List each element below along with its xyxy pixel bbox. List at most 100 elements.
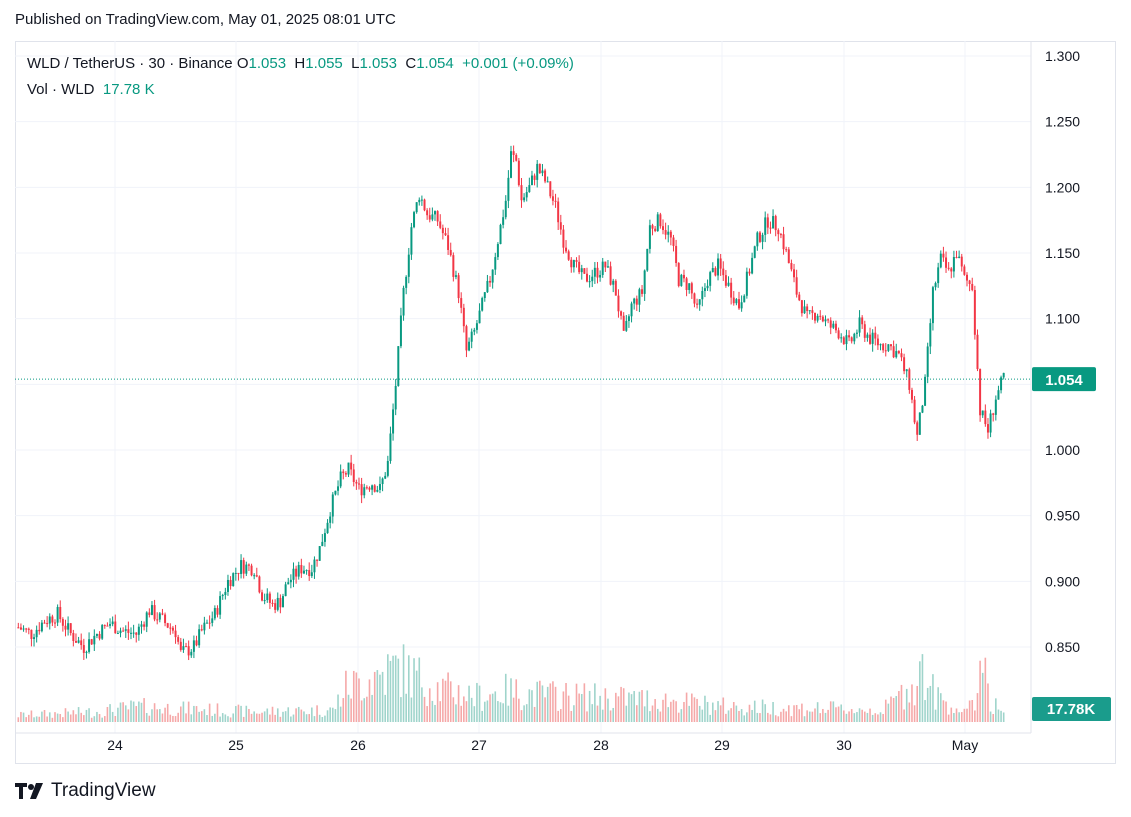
candle-body: [274, 603, 277, 610]
candle-body: [848, 335, 851, 338]
candle-body: [402, 287, 405, 316]
candle-body: [562, 229, 565, 248]
volume-bar: [214, 713, 216, 722]
volume-bar: [90, 717, 93, 722]
candle-body: [106, 625, 109, 627]
volume-bar: [166, 703, 169, 722]
volume-bar: [439, 701, 442, 722]
volume-bar: [971, 699, 974, 722]
candle-body: [620, 311, 623, 316]
candle-body: [308, 570, 311, 577]
candle-body: [572, 260, 575, 268]
candle-body: [926, 346, 929, 377]
volume-bar: [693, 697, 696, 722]
candle-body: [630, 303, 633, 317]
candle-body: [389, 433, 392, 461]
volume-bar: [659, 711, 662, 722]
candle-body: [130, 632, 132, 634]
candle-body: [882, 344, 885, 351]
volume-bar: [835, 707, 837, 722]
volume-bar: [730, 708, 732, 722]
candle-body: [428, 215, 431, 220]
y-tick-label: 1.250: [1045, 114, 1080, 130]
candle-body: [295, 568, 298, 577]
volume-bar: [106, 706, 109, 722]
volume-bar: [195, 706, 198, 722]
volume-bar: [303, 711, 305, 722]
candle-body: [554, 200, 557, 202]
last-price-badge-text: 1.054: [1045, 372, 1083, 389]
candle-body: [761, 234, 764, 242]
volume-bar: [276, 708, 279, 722]
volume-bar: [305, 714, 308, 722]
volume-bar: [518, 698, 520, 722]
volume-bar: [756, 712, 759, 722]
candle-body: [371, 485, 374, 490]
volume-bar: [507, 705, 510, 722]
tradingview-footer[interactable]: TradingView: [15, 780, 156, 802]
candle-body: [423, 199, 426, 211]
candle-body: [95, 633, 98, 636]
volume-bar: [368, 679, 371, 722]
candle-body: [963, 266, 966, 275]
candle-body: [625, 320, 628, 331]
candle-body: [968, 280, 971, 284]
candle-body: [103, 625, 106, 627]
volume-bar: [732, 702, 735, 722]
candle-body: [462, 307, 465, 327]
candle-body: [929, 323, 932, 347]
volume-bar: [77, 707, 80, 722]
candle-body: [546, 181, 549, 183]
candle-body: [452, 255, 455, 277]
volume-bar: [447, 672, 449, 722]
volume-bar: [38, 716, 41, 722]
volume-bar: [670, 701, 672, 722]
volume-bar: [483, 701, 486, 722]
volume-bar: [837, 706, 840, 722]
volume-bar: [140, 702, 143, 722]
volume-bar: [785, 711, 787, 722]
volume-bar: [607, 698, 609, 722]
candle-body: [648, 225, 651, 249]
candle-body: [203, 622, 206, 631]
volume-bar: [793, 705, 795, 722]
candle-body: [64, 625, 67, 630]
volume-bar: [960, 712, 963, 722]
candle-body: [724, 275, 727, 286]
volume-bar: [520, 710, 523, 722]
candle-body: [88, 639, 91, 652]
candle-body: [887, 344, 890, 351]
volume-bar: [559, 709, 562, 722]
candle-body: [226, 579, 229, 592]
candle-body: [310, 572, 313, 577]
candle-body: [706, 285, 709, 289]
volume-bar: [245, 705, 248, 722]
volume-bar: [200, 711, 203, 722]
ohlc-legend: WLD / TetherUS · 30 · Binance O1.053 H1.…: [27, 55, 574, 72]
candle-body: [520, 185, 523, 201]
volume-bar: [932, 674, 934, 722]
candle-body: [921, 405, 924, 413]
candle-body: [292, 568, 295, 580]
volume-bar: [313, 716, 316, 722]
volume-bar: [591, 704, 594, 722]
candle-body: [331, 494, 334, 517]
volume-bar: [649, 711, 651, 722]
candle-body: [512, 151, 515, 155]
price-chart[interactable]: 1.3001.2501.2001.1501.1001.0501.0000.950…: [15, 41, 1116, 764]
volume-bar: [177, 712, 179, 722]
volume-bar: [463, 696, 465, 722]
candle-body: [90, 639, 93, 645]
candle-body: [339, 471, 342, 487]
candle-body: [717, 258, 720, 276]
candle-body: [392, 409, 395, 434]
candle-body: [287, 582, 290, 585]
candle-body: [166, 623, 169, 628]
volume-bar: [274, 714, 276, 722]
candle-body: [874, 332, 877, 339]
candle-body: [489, 280, 492, 283]
candle-body: [174, 630, 177, 638]
volume-bar: [360, 700, 363, 722]
x-tick-label: 27: [471, 737, 487, 753]
volume-bar: [814, 708, 816, 722]
